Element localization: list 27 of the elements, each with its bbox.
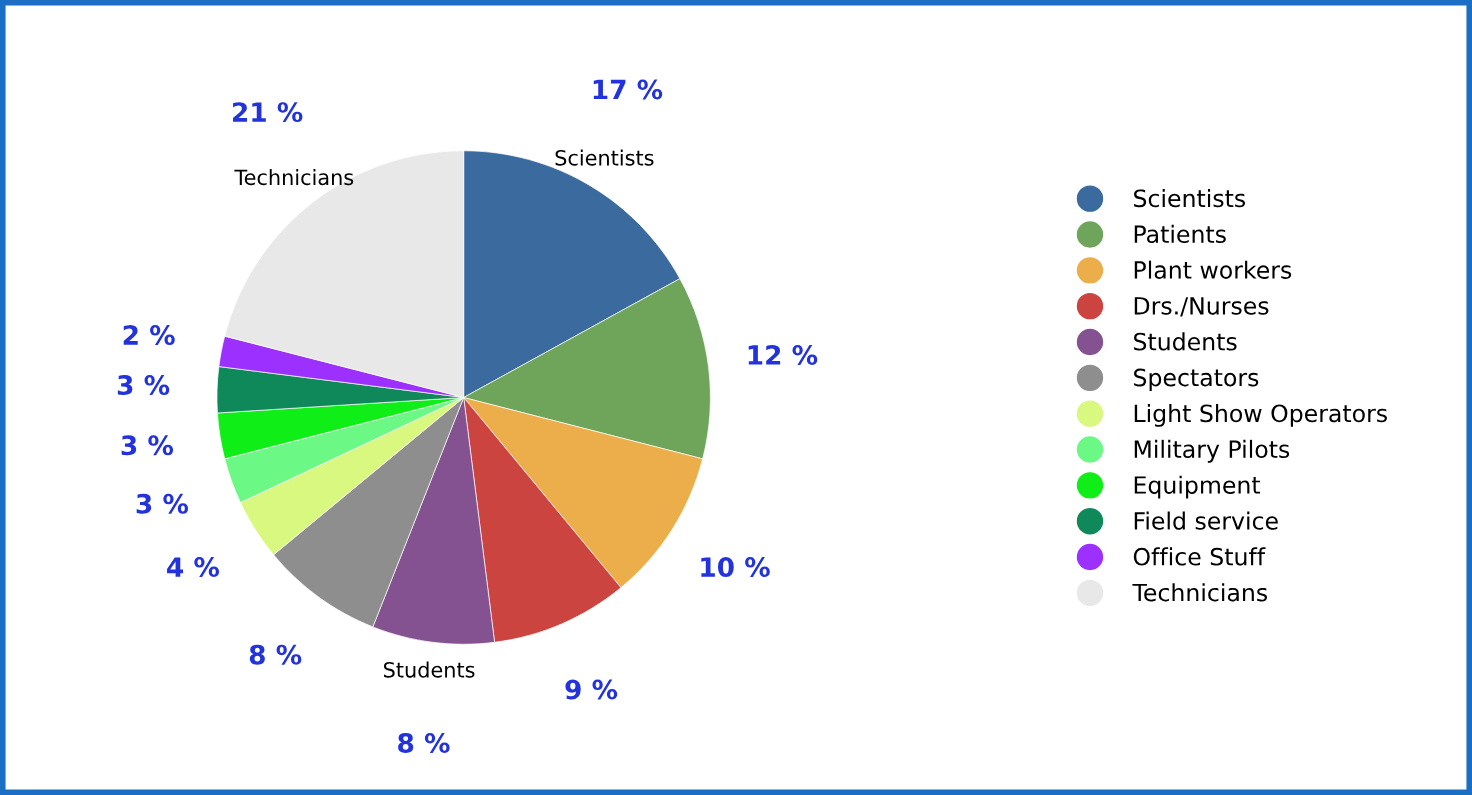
legend-label: Military Pilots [1134,439,1290,463]
slice-label: Technicians [234,169,354,186]
slice-label: Students [383,661,475,678]
data-label: 3 % [136,493,189,514]
data-label: 4 % [167,557,220,578]
data-label: 9 % [565,679,618,700]
legend-label: Students [1134,332,1237,351]
data-label: 8 % [398,733,450,753]
legend-label: Patients [1134,224,1226,244]
legend-label: Plant workers [1134,260,1292,279]
data-label: 3 % [117,375,170,396]
data-label: 2 % [123,325,175,346]
data-label: 10 % [701,557,770,578]
legend-label: Equipment [1134,475,1261,499]
data-label: 12 % [748,345,818,365]
data-label: 21 % [233,102,303,123]
legend-label: Field service [1134,511,1278,530]
legend-label: Drs./Nurses [1134,297,1269,317]
slice-label: Scientists [555,149,654,166]
data-label: 3 % [121,435,174,456]
data-label: 8 % [249,644,302,665]
legend-label: Technicians [1132,583,1268,602]
data-label: 17 % [593,79,663,100]
legend-label: Office Stuff [1133,547,1266,566]
legend-label: Spectators [1134,368,1259,392]
legend-label: Light Show Operators [1134,403,1387,427]
legend-label: Scientists [1134,188,1246,208]
